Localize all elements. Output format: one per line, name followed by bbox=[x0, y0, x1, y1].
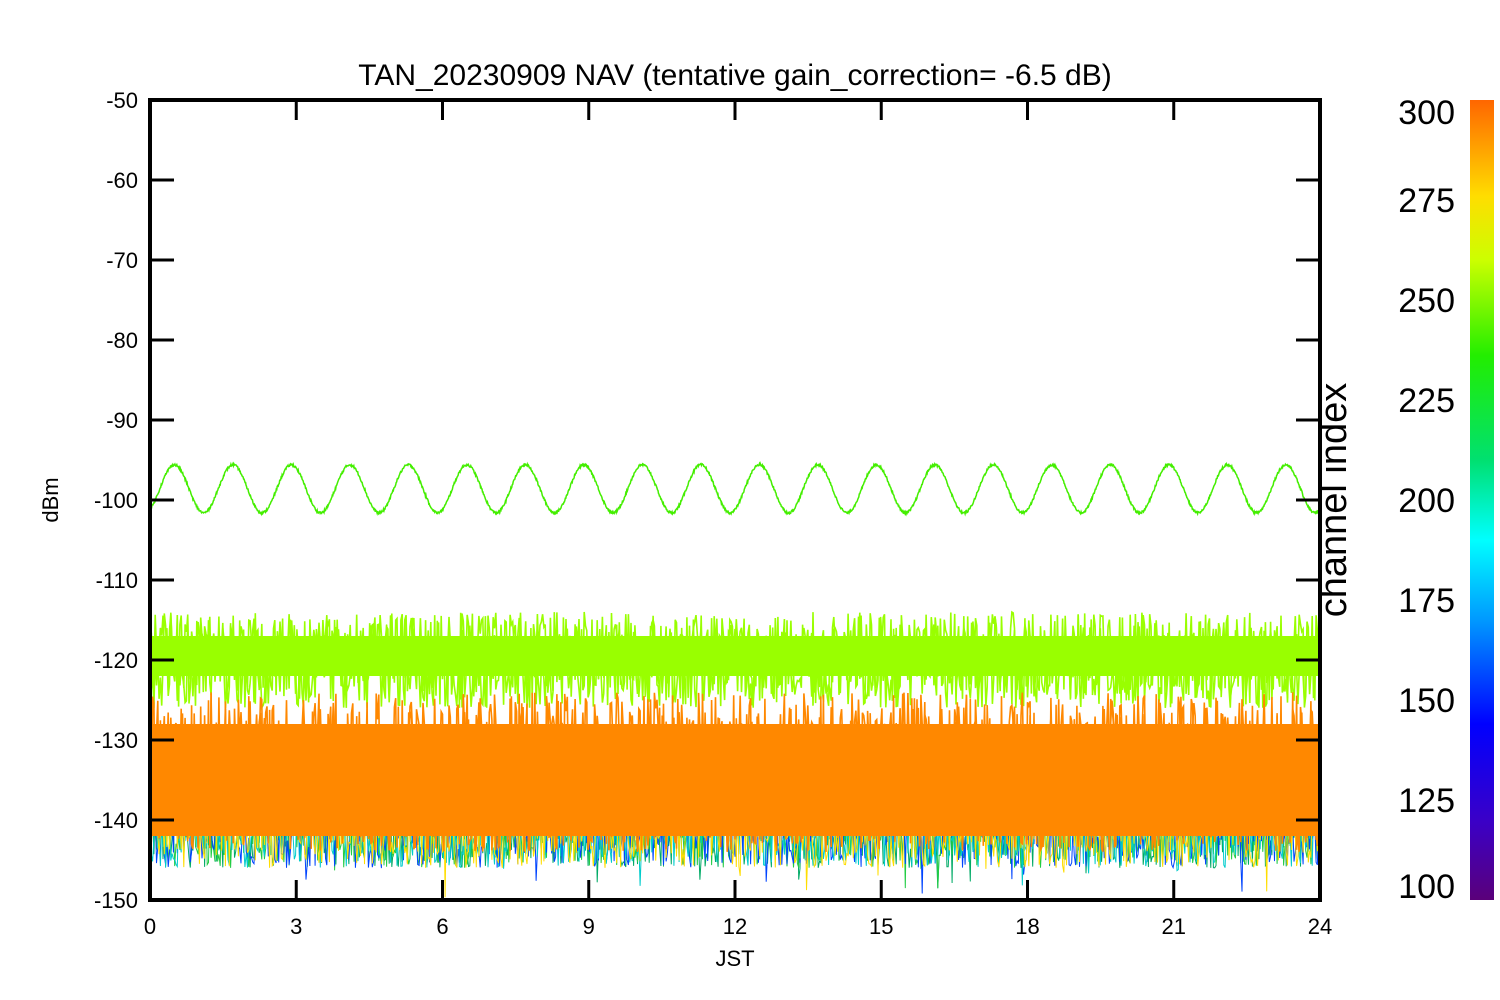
y-tick-label: -50 bbox=[106, 88, 138, 113]
colorbar-tick-label: 150 bbox=[1398, 682, 1455, 720]
series-green-core bbox=[150, 636, 1320, 676]
x-tick-label: 3 bbox=[290, 914, 302, 939]
colorbar-tick-label: 300 bbox=[1398, 94, 1455, 132]
x-axis: 0 3 6 9 12 15 18 21 24 bbox=[144, 100, 1332, 939]
y-tick-label: -70 bbox=[106, 248, 138, 273]
plot-data bbox=[150, 461, 1320, 898]
colorbar bbox=[1470, 100, 1494, 900]
colorbar-ticks: 100 125 150 175 200 225 250 275 300 bbox=[1398, 94, 1455, 906]
x-tick-label: 12 bbox=[723, 914, 747, 939]
y-axis: -50 -60 -70 -80 -90 -100 -110 -120 -130 -140 -150 bbox=[94, 88, 1320, 913]
x-tick-label: 0 bbox=[144, 914, 156, 939]
y-tick-label: -80 bbox=[106, 328, 138, 353]
colorbar-tick-label: 225 bbox=[1398, 382, 1455, 420]
x-tick-label: 24 bbox=[1308, 914, 1332, 939]
chart-title: TAN_20230909 NAV (tentative gain_correct… bbox=[358, 59, 1112, 92]
colorbar-label: channel index bbox=[1313, 383, 1355, 618]
colorbar-tick-label: 275 bbox=[1398, 182, 1455, 220]
y-tick-label: -60 bbox=[106, 168, 138, 193]
colorbar-tick-label: 200 bbox=[1398, 482, 1455, 520]
y-axis-label: dBm bbox=[38, 477, 63, 522]
x-axis-label: JST bbox=[715, 946, 754, 971]
x-tick-label: 18 bbox=[1015, 914, 1039, 939]
x-tick-label: 9 bbox=[583, 914, 595, 939]
series-green-band bbox=[150, 611, 1320, 708]
y-tick-label: -90 bbox=[106, 408, 138, 433]
x-tick-label: 15 bbox=[869, 914, 893, 939]
colorbar-tick-label: 175 bbox=[1398, 582, 1455, 620]
colorbar-tick-label: 125 bbox=[1398, 782, 1455, 820]
y-tick-label: -100 bbox=[94, 488, 138, 513]
colorbar-tick-label: 250 bbox=[1398, 282, 1455, 320]
y-tick-label: -120 bbox=[94, 648, 138, 673]
y-tick-label: -140 bbox=[94, 808, 138, 833]
y-tick-label: -130 bbox=[94, 728, 138, 753]
series-orange-core bbox=[150, 724, 1320, 836]
colorbar-tick-label: 100 bbox=[1398, 868, 1455, 906]
series-sinusoid bbox=[150, 461, 1320, 517]
y-tick-label: -110 bbox=[96, 568, 138, 593]
x-tick-label: 21 bbox=[1162, 914, 1186, 939]
y-tick-label: -150 bbox=[94, 888, 138, 913]
x-tick-label: 6 bbox=[436, 914, 448, 939]
